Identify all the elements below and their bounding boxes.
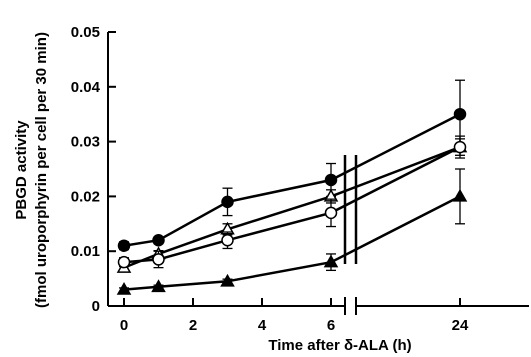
data-point (324, 206, 338, 220)
data-point (152, 253, 165, 266)
series-layer (116, 79, 468, 295)
series-filled-triangle (116, 168, 468, 295)
data-point (324, 173, 338, 187)
x-axis-title: Time after δ-ALA (h) (268, 337, 411, 354)
x-tick-label: 6 (327, 317, 335, 334)
data-point (151, 279, 166, 293)
y-axis-title: PBGD activity (fmol uroporphyrin per cel… (13, 32, 50, 308)
data-point (221, 195, 234, 209)
y-tick-label: 0.02 (71, 188, 100, 205)
data-point (452, 188, 468, 202)
y-axis: 0 0.01 0.02 0.03 0.04 0.05 (71, 24, 116, 315)
y-axis-title-line1: PBGD activity (13, 120, 30, 220)
data-point (453, 107, 467, 121)
data-point (221, 233, 234, 247)
y-tick-label: 0.03 (71, 134, 100, 151)
series-line (123, 195, 461, 291)
y-ticks: 0 0.01 0.02 0.03 0.04 0.05 (71, 24, 116, 315)
x-tick-label: 0 (120, 317, 128, 334)
y-tick-label: 0.01 (71, 243, 100, 260)
data-point (152, 233, 165, 247)
x-tick-label: 4 (258, 317, 267, 334)
series-open-triangle (116, 135, 468, 273)
x-tick-label: 2 (189, 317, 197, 334)
x-ticks: 0 2 4 6 24 (120, 298, 469, 334)
y-axis-title-line2: (fmol uroporphyrin per cell per 30 min) (33, 32, 50, 308)
x-tick-label: 24 (452, 317, 469, 334)
data-point (453, 140, 467, 154)
series-line (123, 145, 461, 269)
data-point (323, 254, 339, 268)
data-point (117, 239, 131, 252)
data-point (116, 282, 132, 295)
data-point (117, 255, 131, 269)
y-tick-label: 0.05 (71, 24, 100, 41)
y-tick-label: 0.04 (71, 79, 101, 96)
data-point (220, 273, 235, 287)
series-line (123, 113, 461, 247)
x-axis: 0 2 4 6 24 (108, 297, 529, 334)
y-tick-label: 0 (92, 298, 100, 315)
axis-break-marks (344, 297, 357, 315)
series-open-circle (117, 138, 467, 269)
series-line (123, 145, 461, 264)
